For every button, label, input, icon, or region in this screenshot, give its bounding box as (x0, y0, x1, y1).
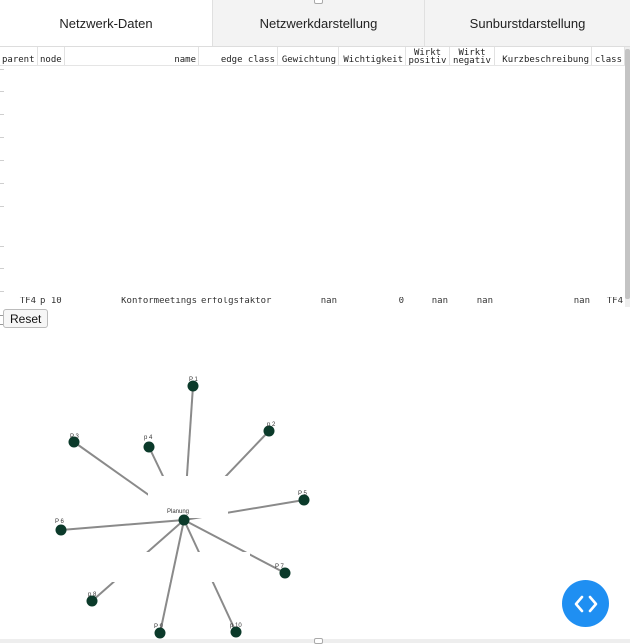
cell-name: Konformeetings (121, 297, 197, 306)
tab-bar: Netzwerk-Daten Netzwerkdarstellung Sunbu… (0, 0, 630, 47)
col-header-gewichtung[interactable]: Gewichtung (278, 47, 339, 65)
cell-node: p 10 (40, 297, 62, 306)
table-row[interactable]: TF4 p 10 Konformeetings erfolgsfaktor na… (0, 297, 625, 306)
row-divider (0, 69, 4, 70)
scrollbar-thumb[interactable] (625, 49, 630, 299)
row-divider (0, 246, 4, 247)
network-graph[interactable]: Planung P 1 p 2 P 3 p 4 P 5 P 6 P 7 p 8 P 9 p 10 (0, 330, 330, 640)
reset-button[interactable]: Reset (3, 309, 49, 328)
graph-node-label: p 10 (230, 623, 242, 629)
cell-wirkt-positiv: nan (431, 297, 448, 306)
graph-center-label: Planung (167, 509, 189, 515)
row-divider (0, 268, 4, 269)
col-header-wichtigkeit[interactable]: Wichtigkeit (339, 47, 406, 65)
tab-netzwerk-daten[interactable]: Netzwerk-Daten (0, 0, 212, 46)
tab-sunburstdarstellung[interactable]: Sunburstdarstellung (424, 0, 630, 46)
graph-edge (183, 519, 286, 574)
col-header-parent[interactable]: parent (0, 47, 38, 65)
graph-node[interactable] (86, 595, 98, 607)
row-divider (0, 206, 4, 207)
cell-gewichtung: nan (320, 297, 337, 306)
graph-node[interactable] (263, 425, 275, 437)
graph-node[interactable] (68, 436, 80, 448)
cell-wichtigkeit: 0 (398, 297, 404, 306)
col-header-edge-class[interactable]: edge class (199, 47, 278, 65)
table-scrollbar[interactable] (625, 47, 630, 307)
cell-parent: TF4 (19, 297, 36, 306)
graph-node-label: P 5 (298, 491, 308, 497)
graph-nodes: Planung P 1 p 2 P 3 p 4 P 5 P 6 P 7 p 8 P 9 p 10 (55, 377, 310, 639)
graph-node-label: P 1 (189, 377, 199, 383)
graph-node-label: P 7 (275, 564, 285, 570)
graph-node-label: P 6 (55, 519, 65, 525)
row-divider (0, 137, 4, 138)
graph-center-node[interactable] (178, 514, 190, 526)
graph-node[interactable] (55, 524, 67, 536)
col-header-wirkt-negativ[interactable]: Wirkt negativ (450, 47, 495, 65)
graph-node-label: p 4 (144, 435, 153, 441)
graph-node[interactable] (187, 380, 199, 392)
cell-kurzbeschreibung: nan (573, 297, 590, 306)
table-body (0, 66, 625, 298)
row-divider (0, 114, 4, 115)
code-toggle-button[interactable] (562, 580, 609, 627)
resize-handle-top[interactable] (314, 0, 323, 4)
col-header-class[interactable]: class (592, 47, 625, 65)
table-header: parent node name edge class Gewichtung W… (0, 47, 625, 66)
row-divider (0, 160, 4, 161)
col-header-wirkt-positiv[interactable]: Wirkt positiv (406, 47, 450, 65)
graph-node[interactable] (298, 494, 310, 506)
cell-wirkt-negativ: nan (476, 297, 493, 306)
row-divider (0, 183, 4, 184)
tab-netzwerkdarstellung[interactable]: Netzwerkdarstellung (212, 0, 424, 46)
graph-occluder (148, 476, 228, 518)
graph-node[interactable] (154, 627, 166, 639)
row-divider (0, 91, 4, 92)
col-header-node[interactable]: node (38, 47, 65, 65)
cell-class: TF4 (606, 297, 623, 306)
code-icon (574, 595, 597, 612)
resize-handle-bottom[interactable] (314, 638, 323, 644)
cell-edge-class: erfolgsfaktor (201, 297, 272, 306)
graph-node-label: P 3 (70, 434, 80, 440)
graph-occluder (108, 552, 170, 582)
graph-occluder (180, 552, 250, 582)
graph-node-label: p 8 (88, 592, 97, 598)
graph-node[interactable] (279, 567, 291, 579)
col-header-kurzbeschreibung[interactable]: Kurzbeschreibung (495, 47, 592, 65)
row-divider (0, 291, 4, 292)
graph-node-label: P 9 (154, 624, 164, 630)
graph-node-label: p 2 (267, 422, 276, 428)
graph-edge (60, 519, 185, 531)
graph-edge (159, 519, 185, 634)
data-table: parent node name edge class Gewichtung W… (0, 47, 630, 307)
graph-node[interactable] (143, 441, 155, 453)
graph-node[interactable] (230, 626, 242, 638)
col-header-name[interactable]: name (65, 47, 199, 65)
